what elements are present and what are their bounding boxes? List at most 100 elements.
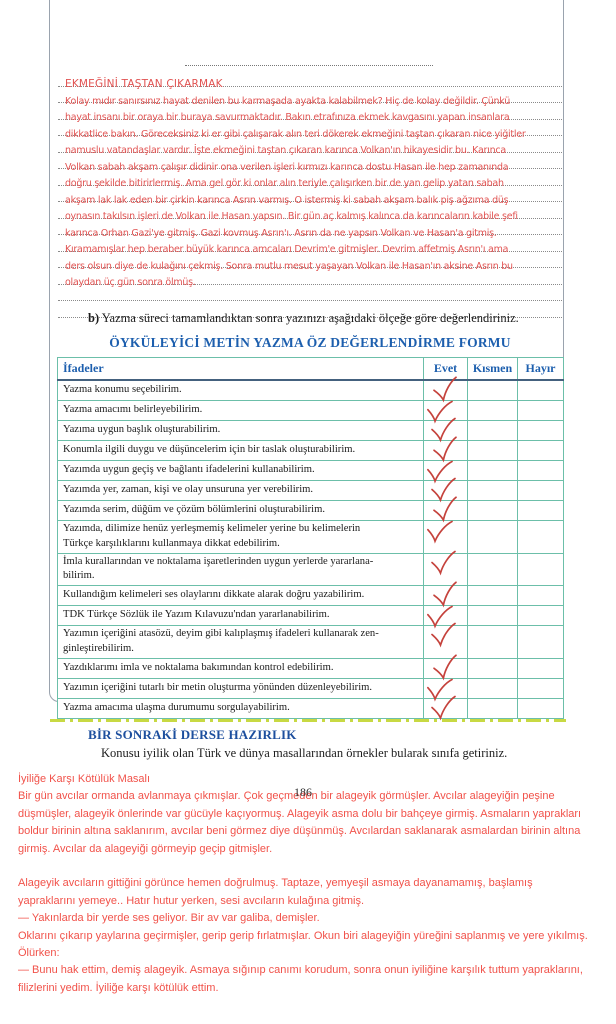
handwriting-line: doğru şekilde bitirirlermiş. Ama gel gör… — [58, 169, 562, 189]
handwriting-line: namuslu vatandaşlar vardır. İşte ekmeğin… — [58, 136, 562, 156]
column-header-no: Hayır — [517, 357, 564, 381]
table-row: Yazma amacıma ulaşma durumumu sorgulayab… — [57, 695, 564, 721]
table-row: Yazma konumu seçebilirim. — [57, 376, 564, 403]
story-line: Alageyik avcıların gittiğini görünce hem… — [18, 877, 533, 890]
table-row: TDK Türkçe Sözlük ile Yazım Kılavuzu'nda… — [57, 605, 564, 629]
story-line: Bir gün avcılar ormanda avlanmaya çıkmış… — [18, 790, 555, 803]
handwriting-line: ders olsun diye de kulağını çekmiş. Sonr… — [58, 252, 562, 272]
partly-cell — [467, 625, 518, 659]
yes-cell — [423, 605, 468, 629]
partly-cell — [467, 440, 518, 461]
story-line: girmiş. Avcılar da alageyiği görmeyip ge… — [18, 842, 273, 855]
instruction-b: b) Yazma süreci tamamlandıktan sonra yaz… — [88, 311, 563, 326]
table-row: Yazımda yer, zaman, kişi ve olay unsurun… — [57, 477, 564, 503]
statement-cell: Yazımda serim, düğüm ve çözüm bölümlerin… — [57, 500, 424, 521]
statement-cell: Yazımda, dilimize henüz yerleşmemiş keli… — [57, 520, 424, 554]
handwriting-line: hayat insanı bir oraya bir buraya savurm… — [58, 103, 562, 123]
story-line: filizlerini yedim. İyiliğe karşı kötülük… — [18, 981, 219, 994]
handwriting-line: oynasın takılsın işleri de Volkan ile Ha… — [58, 202, 562, 222]
partly-cell — [467, 697, 518, 719]
story-line: yapraklarını yemeye.. Hatır hutur yerken… — [18, 894, 365, 907]
statement-cell: Konumla ilgili duygu ve düşüncelerim içi… — [57, 440, 424, 461]
statement-cell: Kullandığım kelimeleri ses olaylarını di… — [57, 585, 424, 607]
statement-cell: İmla kurallarından ve noktalama işaretle… — [57, 552, 424, 587]
table-row: Yazma amacımı belirleyebilirim. — [57, 400, 564, 424]
no-cell — [517, 585, 564, 607]
table-row: Yazımda serim, düğüm ve çözüm bölümlerin… — [57, 496, 564, 523]
handwriting-line — [58, 301, 562, 318]
handwriting-line-text: karınca Orhan Gazi'ye gitmiş. Gazi kovmu… — [65, 227, 497, 239]
handwriting-line-text: Volkan sabah akşam çalışır didinir ona v… — [65, 161, 509, 173]
instruction-b-label: b) — [88, 311, 100, 325]
story-line: — Yakınlarda bir yerde ses geliyor. Bir … — [18, 912, 320, 925]
checkmark-icon — [431, 550, 456, 576]
partly-cell — [467, 657, 518, 679]
handwriting-line-text: Kolay mıdır sanırsınız hayat denilen bu … — [65, 95, 511, 107]
statement-cell: Yazımda yer, zaman, kişi ve olay unsurun… — [57, 480, 424, 501]
story-line: Oklarını çıkarıp yaylarına geçirmişler, … — [18, 929, 588, 942]
table-row: Yazımın içeriğini tutarlı bir metin oluş… — [57, 677, 564, 702]
handwriting-line: karınca Orhan Gazi'ye gitmiş. Gazi kovmu… — [58, 219, 562, 239]
handwriting-line: Kolay mıdır sanırsınız hayat denilen bu … — [58, 87, 562, 107]
next-lesson-text: Konusu iyilik olan Türk ve dünya masalla… — [101, 746, 508, 760]
partly-cell — [467, 460, 518, 481]
partly-cell — [467, 420, 518, 441]
no-cell — [517, 552, 564, 587]
no-cell — [517, 677, 564, 699]
table-header-row: İfadeler Evet Kısmen Hayır — [57, 357, 564, 381]
handwriting-line: dikkatlice bakın. Göreceksiniz ki er gib… — [58, 120, 562, 140]
instruction-b-text: Yazma süreci tamamlandıktan sonra yazını… — [99, 311, 519, 325]
handwriting-line-text: ders olsun diye de kulağını çekmiş. Sonr… — [65, 260, 513, 272]
table-body: Yazma konumu seçebilirim. Yazma amacımı … — [57, 376, 564, 721]
story-line: boldur birinin altına saklanırım, avcıla… — [18, 825, 581, 838]
partly-cell — [467, 605, 518, 627]
no-cell — [517, 605, 564, 627]
table-row: Yazımda, dilimize henüz yerleşmemiş keli… — [57, 520, 564, 554]
top-dotted-line — [185, 65, 433, 66]
partly-cell — [467, 520, 518, 554]
no-cell — [517, 500, 564, 521]
handwriting-line-text: Kıramamışlar hep beraber büyük karınca a… — [65, 244, 509, 255]
table-row: Konumla ilgili duygu ve düşüncelerim içi… — [57, 436, 564, 463]
handwriting-line-text: olaydan üç gün sonra ölmüş. — [65, 277, 196, 288]
table-row: Yazıma uygun başlık oluşturabilirim. — [57, 417, 564, 443]
checkmark-icon — [431, 695, 456, 721]
partly-cell — [467, 585, 518, 607]
column-header-partly: Kısmen — [467, 357, 518, 381]
partly-cell — [467, 552, 518, 587]
statement-cell: Yazımda uygun geçiş ve bağlantı ifadeler… — [57, 460, 424, 481]
no-cell — [517, 480, 564, 501]
statement-cell: Yazdıklarımı imla ve noktalama bakımında… — [57, 657, 424, 679]
partly-cell — [467, 480, 518, 501]
no-cell — [517, 657, 564, 679]
story-line: Ölürken: — [18, 947, 60, 960]
no-cell — [517, 520, 564, 554]
story-line: düşmüşler, alageyik önlerinde var gücüyl… — [18, 807, 582, 820]
checkmark-icon — [431, 622, 456, 648]
checkmark-icon — [433, 496, 457, 523]
statement-cell: TDK Türkçe Sözlük ile Yazım Kılavuzu'nda… — [57, 605, 424, 627]
statement-cell: Yazma amacıma ulaşma durumumu sorgulayab… — [57, 697, 424, 719]
no-cell — [517, 697, 564, 719]
table-row: Yazdıklarımı imla ve noktalama bakımında… — [57, 654, 564, 681]
evaluation-form-table: İfadeler Evet Kısmen Hayır Yazma konumu … — [57, 357, 564, 721]
no-cell — [517, 440, 564, 461]
statement-cell: Yazıma uygun başlık oluşturabilirim. — [57, 420, 424, 441]
statement-cell: Yazımın içeriğini atasözü, deyim gibi ka… — [57, 625, 424, 659]
page-number: 186 — [294, 785, 312, 799]
handwriting-title-line: EKMEĞİNİ TAŞTAN ÇIKARMAK — [58, 70, 562, 90]
story-line — [18, 858, 614, 875]
statement-cell: Yazma amacımı belirleyebilirim. — [57, 400, 424, 421]
section-divider-dashes — [50, 719, 566, 722]
yes-cell — [423, 550, 468, 587]
table-row: Kullandığım kelimeleri ses olaylarını di… — [57, 581, 564, 608]
yes-cell — [423, 695, 468, 721]
handwriting-line-text: oynasın takılsın işleri de Volkan ile Ha… — [65, 211, 518, 222]
handwriting-line — [58, 285, 562, 301]
handwriting-line-text: namuslu vatandaşlar vardır. İşte ekmeğin… — [65, 145, 506, 156]
next-lesson-heading: BİR SONRAKİ DERSE HAZIRLIK — [88, 727, 297, 742]
statement-cell: Yazımın içeriğini tutarlı bir metin oluş… — [57, 677, 424, 699]
handwriting-line-text: dikkatlice bakın. Göreceksiniz ki er gib… — [65, 128, 526, 140]
no-cell — [517, 460, 564, 481]
handwriting-line: akşam lak lak eden bir çirkin karınca As… — [58, 186, 562, 206]
